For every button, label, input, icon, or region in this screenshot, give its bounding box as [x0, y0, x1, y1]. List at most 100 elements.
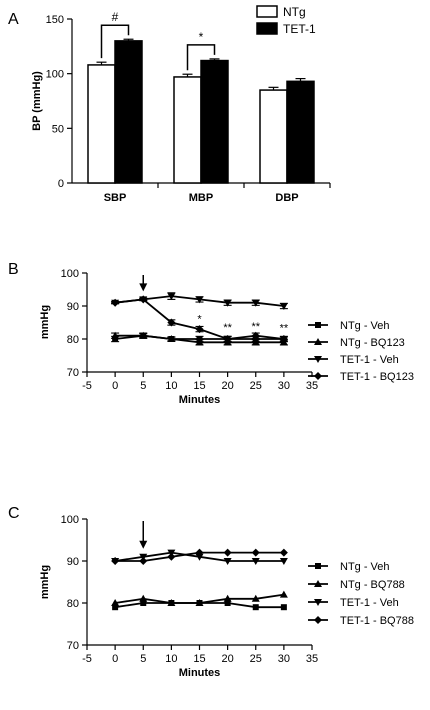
data-point [195, 296, 204, 304]
data-point [251, 548, 260, 557]
panel-label: B [8, 261, 19, 278]
panel-label: C [8, 505, 20, 522]
series [111, 548, 288, 565]
data-point [223, 548, 232, 557]
y-tick-label: 50 [52, 123, 64, 135]
legend-marker [314, 616, 322, 624]
bar [259, 89, 288, 184]
data-point [111, 557, 120, 565]
x-tick-label: 35 [306, 653, 318, 665]
x-tick-label: 15 [193, 653, 205, 665]
data-point [167, 318, 176, 327]
panel-a: A 0 50 100 150 BP (mmHg) SBP # MBP * DBP NTg TET-1 [8, 5, 331, 204]
significance-label: ** [251, 321, 260, 333]
data-point [279, 548, 288, 557]
data-point [112, 336, 119, 342]
bar [173, 76, 202, 184]
data-point [251, 594, 260, 602]
y-tick-label: 0 [58, 178, 64, 190]
data-point [251, 299, 260, 307]
legend-swatch [256, 22, 278, 35]
legend-marker [315, 322, 321, 328]
significance-bracket [186, 44, 216, 71]
legend-label: TET-1 - Veh [340, 354, 399, 366]
y-axis-label: BP (mmHg) [31, 71, 43, 131]
data-point [139, 331, 148, 339]
data-point [167, 335, 176, 342]
data-point [195, 338, 204, 346]
data-point [111, 599, 120, 606]
y-tick-label: 100 [61, 514, 79, 526]
arrow-head [139, 540, 148, 549]
arrow-head [139, 283, 148, 292]
legend-marker [315, 563, 321, 569]
data-point [251, 331, 260, 340]
legend-label: NTg - Veh [340, 561, 390, 573]
significance-label: ** [223, 322, 232, 334]
data-point [139, 594, 148, 602]
data-point [279, 558, 288, 565]
x-tick-label: 0 [112, 653, 118, 665]
legend-label: TET-1 - BQ123 [340, 371, 414, 383]
x-tick-label: MBP [189, 192, 213, 204]
x-tick-label: 35 [306, 380, 318, 392]
data-point [167, 599, 176, 606]
y-tick-label: 100 [61, 268, 79, 280]
x-tick-label: 30 [278, 380, 290, 392]
data-point [279, 590, 288, 598]
series [111, 292, 288, 310]
data-point [195, 599, 204, 606]
legend: NTg TET-1 [256, 5, 316, 36]
x-tick-label: 25 [250, 380, 262, 392]
y-tick-label: 80 [67, 598, 79, 610]
legend: NTg - Veh NTg - BQ123 TET-1 - Veh TET-1 - B… [308, 320, 414, 383]
legend-label: NTg - Veh [340, 320, 390, 332]
data-point [252, 604, 259, 611]
data-point [112, 604, 119, 611]
y-tick-label: 90 [67, 556, 79, 568]
legend-marker [314, 338, 322, 345]
legend-label: TET-1 [283, 22, 316, 36]
x-tick-label: SBP [104, 192, 127, 204]
legend-label: NTg - BQ788 [340, 579, 405, 591]
x-axis-label: Minutes [179, 667, 221, 679]
series [111, 295, 288, 343]
x-tick-label: 25 [250, 653, 262, 665]
data-point [251, 338, 260, 346]
legend-marker [314, 356, 322, 363]
panel-label: A [8, 11, 19, 28]
data-point [111, 298, 120, 307]
significance-label: ** [280, 322, 289, 334]
y-tick-label: 70 [67, 640, 79, 652]
legend-marker [314, 372, 322, 380]
legend-label: TET-1 - BQ788 [340, 615, 414, 627]
x-tick-label: 5 [140, 653, 146, 665]
x-tick-label: 5 [140, 380, 146, 392]
significance-label: * [197, 314, 202, 326]
bar [286, 80, 315, 184]
y-axis-label: mmHg [39, 565, 51, 599]
x-tick-label: -5 [82, 653, 92, 665]
data-point [223, 299, 232, 307]
x-tick-label: 10 [165, 380, 177, 392]
y-tick-label: 150 [46, 14, 64, 26]
data-point [139, 557, 148, 565]
x-tick-label: 30 [278, 653, 290, 665]
bar [87, 64, 116, 184]
significance-bracket [100, 24, 130, 59]
legend-swatch [256, 5, 278, 18]
bar [114, 40, 143, 184]
x-tick-label: 10 [165, 653, 177, 665]
data-point [111, 331, 120, 339]
legend-label: NTg [283, 5, 306, 19]
legend-label: TET-1 - Veh [340, 597, 399, 609]
y-axis-label: mmHg [39, 305, 51, 339]
data-point [223, 558, 232, 565]
series [111, 590, 288, 606]
data-point [280, 604, 287, 611]
legend: NTg - Veh NTg - BQ788 TET-1 - Veh TET-1 - B… [308, 561, 414, 627]
y-tick-label: 90 [67, 301, 79, 313]
significance-label: # [112, 10, 119, 24]
legend-label: NTg - BQ123 [340, 337, 405, 349]
significance-label: * [199, 30, 204, 44]
